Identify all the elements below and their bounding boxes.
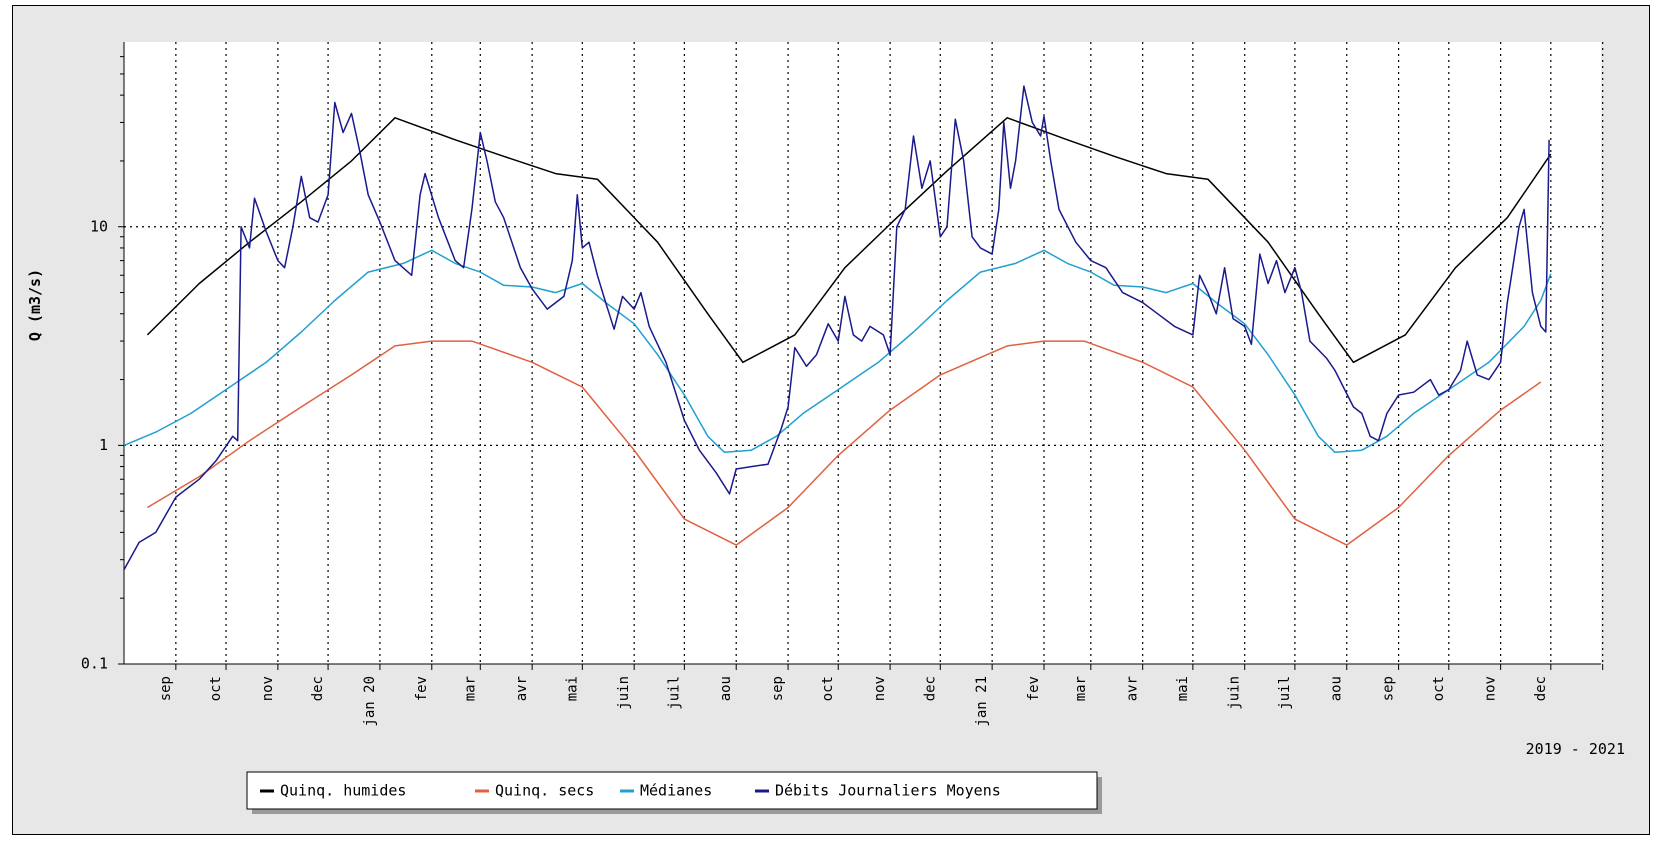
legend-label-0: Quinq. humides [280,782,406,800]
series-line-1 [147,340,1542,546]
x-tick-label: oct [820,676,836,701]
legend-box [246,771,1098,810]
series-lines [123,85,1552,571]
x-tick-label: mar [462,676,478,701]
legend-label-2: Médianes [640,782,712,800]
x-tick-label: sep [1381,676,1397,701]
series-line-3 [123,85,1550,571]
series-line-2 [123,249,1552,454]
legend: Quinq. humides Quinq. secs Médianes Débits … [246,771,1102,814]
x-tick-label: oct [208,676,224,701]
axes [123,42,1601,665]
plot-area [124,42,1601,664]
x-tick-label: aou [718,676,734,701]
x-tick-label: sep [770,676,786,701]
x-tick-label: aou [1329,676,1345,701]
x-tick-label: nov [872,676,888,701]
x-tick-label: jan 20 [362,676,378,727]
y-tick-label: 10 [90,217,108,235]
x-tick-label: avr [1125,676,1141,701]
legend-label-1: Quinq. secs [495,782,594,800]
grid [118,42,1604,670]
x-tick-label: nov [1483,676,1499,701]
x-tick-label: juin [1227,676,1243,710]
x-tick-label: dec [922,676,938,701]
x-tick-label: fev [414,676,430,701]
x-tick-label: dec [310,676,326,701]
x-tick-label: sep [158,676,174,701]
y-tick-labels: 0.1 1 10 [81,217,108,672]
period-label: 2019 - 2021 [1526,740,1625,758]
x-tick-label: nov [260,676,276,701]
legend-label-3: Débits Journaliers Moyens [775,782,1001,800]
x-tick-label: mar [1073,676,1089,701]
y-tick-label: 1 [99,436,108,454]
x-tick-label: fev [1026,676,1042,701]
x-tick-label: avr [514,676,530,701]
x-tick-label: dec [1533,676,1549,701]
x-tick-label: mai [1175,676,1191,701]
x-tick-label: oct [1431,676,1447,701]
x-tick-label: juil [1277,676,1293,710]
y-axis-label: Q (m3/s) [26,269,44,341]
x-tick-label: juil [666,676,682,710]
x-tick-label: mai [564,676,580,701]
series-line-0 [146,117,1552,364]
y-tick-label: 0.1 [81,655,108,673]
x-tick-label: jan 21 [974,676,990,727]
x-tick-labels: sep oct nov dec jan 20 fev mar avr mai juin juil ao… [158,676,1549,727]
x-tick-label: juin [616,676,632,710]
